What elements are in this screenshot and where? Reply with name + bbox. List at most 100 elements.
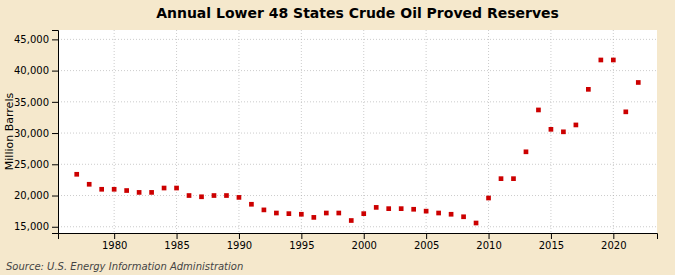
- tick: 45,000: [14, 34, 58, 45]
- grid-line: [238, 30, 239, 233]
- point: [549, 127, 554, 132]
- point: [311, 215, 316, 220]
- x-axis: 1980 1985 1990 1995 2000 2005 2010 2015 2020: [59, 233, 658, 251]
- point: [598, 58, 603, 63]
- tick-mark: [301, 233, 302, 239]
- point: [149, 190, 154, 195]
- tick-label: 2010: [476, 240, 501, 251]
- tick: 35,000: [14, 97, 58, 108]
- plot-background: [58, 30, 657, 233]
- point: [299, 212, 304, 217]
- point: [411, 207, 416, 212]
- tick-label: 1980: [102, 240, 127, 251]
- tick-label: 2020: [601, 240, 626, 251]
- grid-line: [58, 39, 657, 40]
- tick-label: 1985: [164, 240, 189, 251]
- tick-mark: [114, 233, 115, 239]
- tick: 2000: [352, 233, 377, 251]
- background: [0, 0, 675, 275]
- point: [249, 202, 254, 207]
- grid-line: [58, 70, 657, 71]
- point: [461, 214, 466, 219]
- point: [449, 212, 454, 217]
- point: [611, 58, 616, 63]
- point: [499, 176, 504, 181]
- tick: 2020: [601, 233, 626, 251]
- tick-mark: [239, 233, 240, 239]
- point: [536, 108, 541, 113]
- grid-line: [58, 164, 657, 165]
- point: [74, 172, 79, 177]
- tick-label: 2015: [539, 240, 564, 251]
- tick: 40,000: [14, 65, 58, 76]
- point: [187, 193, 192, 198]
- tick-label: 35,000: [14, 97, 49, 108]
- tick: 1995: [289, 233, 314, 251]
- grid-line: [363, 30, 364, 233]
- grid-line: [488, 30, 489, 233]
- grid-line: [426, 30, 427, 233]
- point: [524, 149, 529, 154]
- tick-mark: [177, 233, 178, 239]
- tick-label: 20,000: [14, 190, 49, 201]
- tick-mark: [52, 164, 58, 165]
- marks: [74, 58, 640, 226]
- point: [112, 187, 117, 192]
- tick-mark: [52, 102, 58, 103]
- tick-mark: [551, 233, 552, 239]
- point: [199, 194, 204, 199]
- point: [274, 211, 279, 216]
- point: [137, 190, 142, 195]
- point: [237, 195, 242, 200]
- tick-label: 25,000: [14, 159, 49, 170]
- point: [87, 182, 92, 187]
- tick: 20,000: [14, 190, 58, 201]
- point: [623, 109, 628, 114]
- tick: 1985: [164, 233, 189, 251]
- point: [174, 186, 179, 191]
- tick: 30,000: [14, 128, 58, 139]
- tick-mark: [52, 227, 58, 228]
- point: [224, 193, 229, 198]
- tick-label: 1995: [289, 240, 314, 251]
- chart: 1980 1985 1990 1995 2000 2005 2010 2015 2020 15,0…: [0, 0, 675, 275]
- point: [636, 80, 641, 85]
- tick-mark: [52, 39, 58, 40]
- point: [424, 209, 429, 214]
- grid-line: [114, 30, 115, 233]
- tick-label: 15,000: [14, 221, 49, 232]
- tick: 2015: [539, 233, 564, 251]
- axis-line: [52, 31, 59, 234]
- point: [99, 187, 104, 192]
- tick: 25,000: [14, 159, 58, 170]
- point: [162, 186, 167, 191]
- tick: 1980: [102, 233, 127, 251]
- point: [336, 211, 341, 216]
- annotation: Source: U.S. Energy Information Administ…: [6, 261, 243, 272]
- grid-line: [58, 101, 657, 102]
- grid-line: [58, 226, 657, 227]
- tick: 15,000: [14, 221, 58, 232]
- tick: 2010: [476, 233, 501, 251]
- tick-label: 1990: [227, 240, 252, 251]
- point: [262, 208, 267, 213]
- point: [374, 205, 379, 210]
- point: [212, 193, 217, 198]
- tick: 2005: [414, 233, 439, 251]
- point: [561, 129, 566, 134]
- grid-line: [176, 30, 177, 233]
- grid-line: [301, 30, 302, 233]
- tick-mark: [52, 196, 58, 197]
- tick-mark: [52, 133, 58, 134]
- tick-label: 2000: [352, 240, 377, 251]
- tick-mark: [364, 233, 365, 239]
- tick: 1990: [227, 233, 252, 251]
- y-axis-title: Million Barrels: [3, 93, 16, 171]
- grid-line: [58, 195, 657, 196]
- point: [586, 87, 591, 92]
- title: Annual Lower 48 States Crude Oil Proved …: [156, 5, 559, 21]
- tick-mark: [52, 71, 58, 72]
- tick-label: 40,000: [14, 65, 49, 76]
- plot: 1980 1985 1990 1995 2000 2005 2010 2015 2020 15,0…: [14, 30, 658, 251]
- axis-line: [59, 234, 658, 240]
